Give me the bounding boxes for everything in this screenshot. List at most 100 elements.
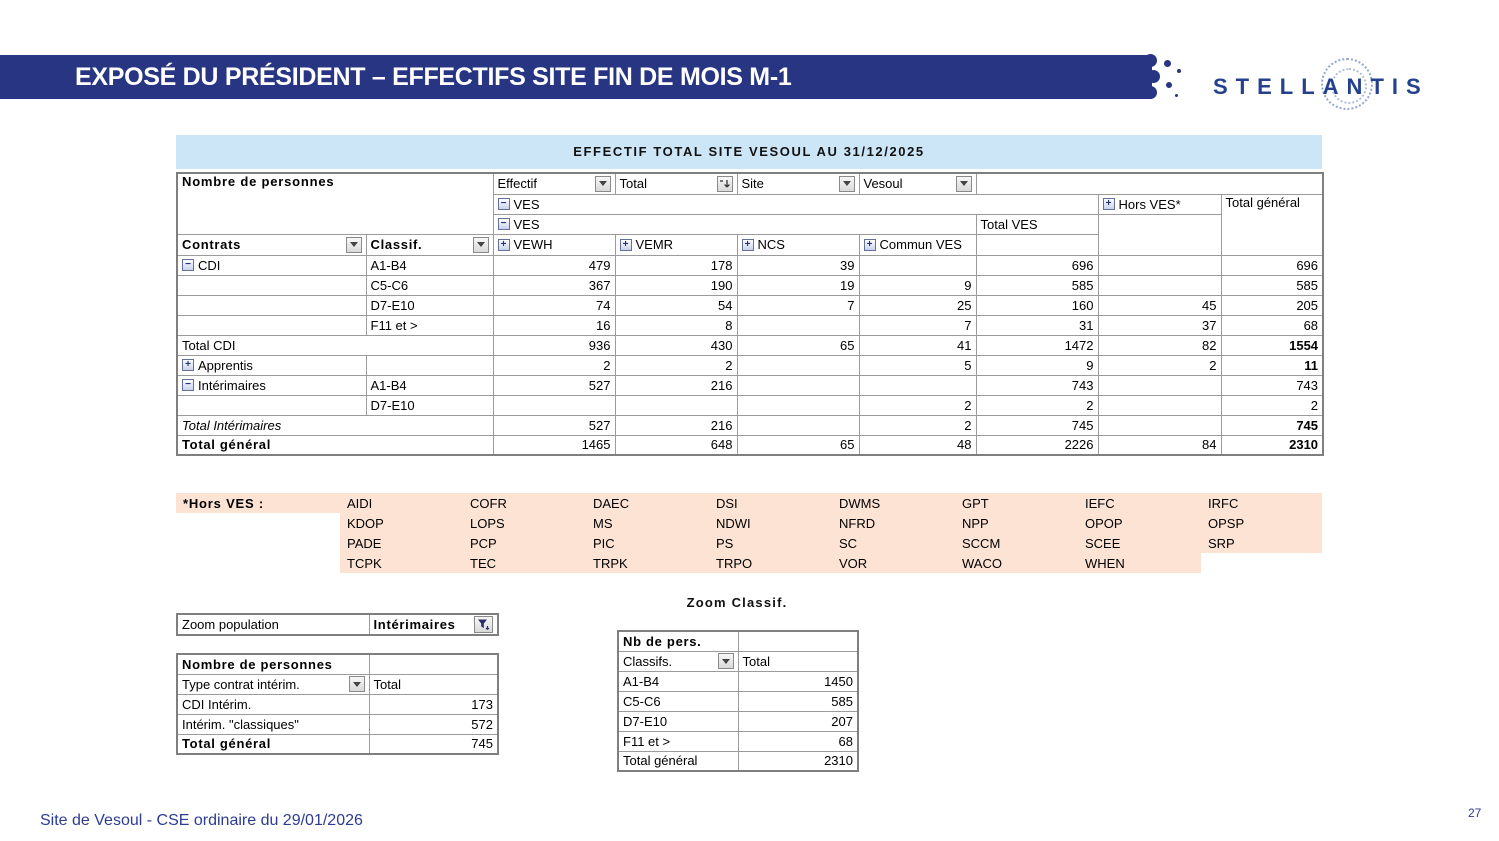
value-cell: 48 xyxy=(858,434,977,456)
value-cell: 2 xyxy=(858,394,977,416)
row-label xyxy=(176,394,367,416)
field-label: Classif. xyxy=(370,237,423,252)
code-cell: SCEE xyxy=(1078,533,1201,553)
code-cell: KDOP xyxy=(340,513,463,533)
value-cell: 367 xyxy=(492,274,616,296)
collapse-icon[interactable]: − xyxy=(497,218,510,230)
value-cell xyxy=(492,394,616,416)
filter-field-effectif: Effectif xyxy=(492,172,616,195)
hors-ves-label: *Hors VES : xyxy=(176,493,340,513)
expand-icon[interactable]: + xyxy=(741,238,754,251)
value-cell: 16 xyxy=(492,314,616,336)
collapse-icon[interactable]: − xyxy=(182,259,194,271)
column-header-total-ves: Total VES xyxy=(975,213,1099,235)
value-cell: 216 xyxy=(614,374,738,396)
table-row: − Intérimaires A1-B4 527 216 743 743 xyxy=(176,374,1324,396)
row-label-apprentis: + Apprentis xyxy=(176,354,367,376)
expand-icon[interactable]: + xyxy=(497,238,510,251)
value-cell: 7 xyxy=(858,314,977,336)
collapse-icon[interactable]: − xyxy=(497,198,510,210)
zoom-population-filter: Zoom population Intérimaires xyxy=(176,613,499,636)
classif-label xyxy=(365,354,494,376)
column-label: Commun VES xyxy=(879,237,962,252)
footer-text: Site de Vesoul - CSE ordinaire du 29/01/… xyxy=(40,812,363,829)
expand-icon[interactable]: + xyxy=(182,359,194,371)
page-number: 27 xyxy=(1468,806,1482,820)
value-cell: 743 xyxy=(975,374,1099,396)
value-cell: 205 xyxy=(1220,294,1324,316)
value-cell: 743 xyxy=(1220,374,1324,396)
column-header-total-general: Total général xyxy=(1220,193,1324,256)
dropdown-icon[interactable] xyxy=(348,676,365,692)
table-header: Nb de pers. xyxy=(617,630,739,652)
table-row: Total général 1465 648 65 48 2226 84 231… xyxy=(176,434,1324,456)
value-cell xyxy=(1097,374,1222,396)
value-cell: 696 xyxy=(1220,254,1324,276)
code-cell: COFR xyxy=(463,493,586,513)
table-row: D7-E10 2 2 2 xyxy=(176,394,1324,416)
value-cell: 936 xyxy=(492,334,616,356)
row-label: CDI Intérim. xyxy=(176,693,370,715)
table-row: − CDI A1-B4 479 178 39 696 696 xyxy=(176,254,1324,276)
dropdown-icon[interactable] xyxy=(345,236,362,253)
dropdown-icon[interactable] xyxy=(955,175,972,192)
column-label: VEWH xyxy=(513,237,553,252)
collapse-icon[interactable]: − xyxy=(182,379,194,391)
value-cell xyxy=(736,394,860,416)
value-cell: 2226 xyxy=(975,434,1099,456)
table-row: Total général 2310 xyxy=(617,750,859,772)
code-cell: PS xyxy=(709,533,832,553)
value-cell: 74 xyxy=(492,294,616,316)
classif-label: D7-E10 xyxy=(365,294,494,316)
expand-icon[interactable]: + xyxy=(863,238,876,251)
code-cell: IRFC xyxy=(1201,493,1322,513)
column-label: VEMR xyxy=(635,237,674,252)
code-cell: LOPS xyxy=(463,513,586,533)
column-header-total: Total xyxy=(737,650,859,672)
group-label: Hors VES* xyxy=(1118,196,1181,212)
value-cell xyxy=(736,314,860,336)
dropdown-icon[interactable] xyxy=(472,236,489,253)
dropdown-icon[interactable] xyxy=(717,653,734,669)
filter-applied-icon[interactable] xyxy=(474,616,493,633)
empty-cell xyxy=(176,513,340,533)
stellantis-wordmark: STELLANTIS xyxy=(1213,74,1429,99)
value-cell: 68 xyxy=(1220,314,1324,336)
dropdown-icon[interactable] xyxy=(594,175,611,192)
column-header-vewh: + VEWH xyxy=(492,233,616,256)
expand-icon[interactable]: + xyxy=(619,238,632,251)
table-row: A1-B4 1450 xyxy=(617,670,859,692)
value-cell xyxy=(858,374,977,396)
header-dots-decoration xyxy=(1144,52,1204,106)
expand-icon[interactable]: + xyxy=(1102,198,1115,210)
zoom-population-table: Nombre de personnes Type contrat intérim… xyxy=(176,653,499,755)
value-cell xyxy=(614,394,738,416)
column-header-total: Total xyxy=(368,673,499,695)
row-label: D7-E10 xyxy=(617,710,739,732)
row-label-total-general: Total général xyxy=(617,750,739,772)
stellantis-emblem-icon xyxy=(1321,58,1373,110)
empty-cell xyxy=(1097,213,1222,256)
value-cell: 216 xyxy=(614,414,738,436)
code-cell: TRPO xyxy=(709,553,832,573)
code-cell: AIDI xyxy=(340,493,463,513)
filter-label: Site xyxy=(741,176,764,192)
table-row: F11 et > 68 xyxy=(617,730,859,752)
column-header-vemr: + VEMR xyxy=(614,233,738,256)
classif-label: A1-B4 xyxy=(365,254,494,276)
table-row: Total général 745 xyxy=(176,733,499,755)
value-cell: 8 xyxy=(614,314,738,336)
header-bar: EXPOSÉ DU PRÉSIDENT – EFFECTIFS SITE FIN… xyxy=(0,55,1152,99)
table-row: CDI Intérim. 173 xyxy=(176,693,499,715)
value-cell: 696 xyxy=(975,254,1099,276)
value-cell xyxy=(858,254,977,276)
table-header: Nombre de personnes xyxy=(176,653,370,675)
dropdown-icon[interactable] xyxy=(838,175,855,192)
code-cell: VOR xyxy=(832,553,955,573)
sort-descending-icon[interactable] xyxy=(716,175,733,192)
row-label: C5-C6 xyxy=(617,690,739,712)
value-cell: 41 xyxy=(858,334,977,356)
filter-value: Intérimaires xyxy=(373,617,456,632)
column-header-ncs: + NCS xyxy=(736,233,860,256)
filter-field-site: Site xyxy=(736,172,860,195)
